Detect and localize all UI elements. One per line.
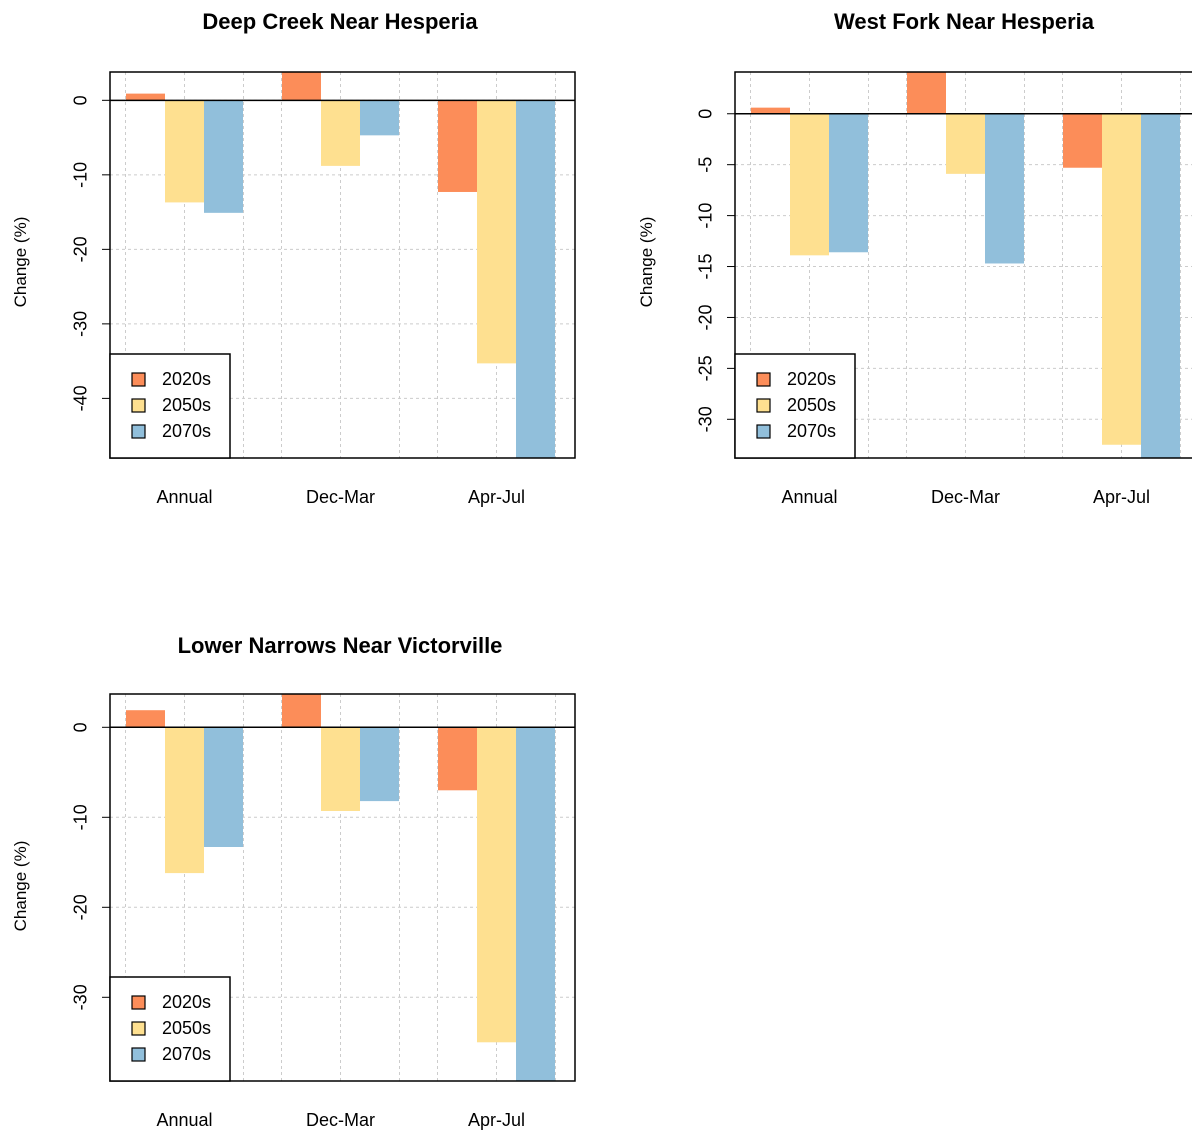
chart-title: Deep Creek Near Hesperia <box>202 9 478 34</box>
y-axis-label: Change (%) <box>637 217 656 308</box>
y-tick-label: 0 <box>696 109 716 119</box>
legend-label-2020s: 2020s <box>787 369 836 389</box>
y-tick-label: -10 <box>71 162 91 188</box>
plot-frame <box>734 71 1192 459</box>
legend-box <box>109 353 231 459</box>
y-tick-label: 0 <box>71 722 91 732</box>
bar-2020s-apr-jul <box>1063 113 1102 168</box>
bar-2020s-annual <box>751 107 790 114</box>
legend-swatch-2020s <box>131 372 146 387</box>
bar-2070s-apr-jul <box>516 100 555 459</box>
y-tick-label: -30 <box>71 984 91 1010</box>
y-tick-label: -10 <box>696 203 716 229</box>
bar-2070s-annual <box>204 100 243 213</box>
legend-swatch-2050s <box>131 398 146 413</box>
y-axis-label: Change (%) <box>11 841 30 932</box>
legend-swatch-2050s <box>756 398 771 413</box>
legend-swatch-2070s <box>131 1047 146 1062</box>
bar-2020s-dec-mar <box>282 72 321 101</box>
legend-label-2020s: 2020s <box>162 369 211 389</box>
legend-label-2050s: 2050s <box>787 395 836 415</box>
x-tick-label: Dec-Mar <box>931 487 1000 507</box>
x-tick-label: Apr-Jul <box>1093 487 1150 507</box>
bar-2050s-dec-mar <box>321 727 360 811</box>
legend-swatch-2070s <box>131 424 146 439</box>
bar-2070s-annual <box>204 727 243 847</box>
x-tick-label: Annual <box>156 1110 212 1130</box>
bar-2020s-apr-jul <box>438 100 477 192</box>
x-tick-label: Apr-Jul <box>468 1110 525 1130</box>
bar-2070s-annual <box>829 113 868 253</box>
y-tick-label: -20 <box>71 236 91 262</box>
legend-box <box>734 353 856 459</box>
legend-label-2050s: 2050s <box>162 1018 211 1038</box>
bar-2020s-dec-mar <box>282 694 321 728</box>
legend-label-2020s: 2020s <box>162 992 211 1012</box>
legend-swatch-2070s <box>756 424 771 439</box>
bar-2050s-annual <box>790 113 829 256</box>
legend-box <box>109 976 231 1082</box>
x-tick-label: Annual <box>781 487 837 507</box>
bar-2070s-apr-jul <box>516 727 555 1081</box>
y-tick-label: -15 <box>696 254 716 280</box>
bar-2050s-annual <box>165 100 204 203</box>
bar-2070s-dec-mar <box>360 100 399 136</box>
bar-2050s-apr-jul <box>477 727 516 1043</box>
bar-2050s-dec-mar <box>946 113 985 174</box>
legend-swatch-2020s <box>756 372 771 387</box>
legend-swatch-2050s <box>131 1021 146 1036</box>
plot-frame <box>109 693 576 1082</box>
legend-label-2070s: 2070s <box>787 421 836 441</box>
bar-2050s-annual <box>165 727 204 874</box>
y-tick-label: -30 <box>696 406 716 432</box>
legend-label-2050s: 2050s <box>162 395 211 415</box>
y-tick-label: -20 <box>696 304 716 330</box>
chart-title: West Fork Near Hesperia <box>834 9 1095 34</box>
y-tick-label: -5 <box>696 157 716 173</box>
bar-2050s-apr-jul <box>477 100 516 364</box>
x-tick-label: Dec-Mar <box>306 487 375 507</box>
bar-2020s-dec-mar <box>907 72 946 114</box>
bar-2020s-apr-jul <box>438 727 477 791</box>
bar-2070s-dec-mar <box>360 727 399 802</box>
bar-2050s-dec-mar <box>321 100 360 166</box>
bar-2070s-apr-jul <box>1141 113 1180 458</box>
y-axis-label: Change (%) <box>11 217 30 308</box>
legend-label-2070s: 2070s <box>162 421 211 441</box>
y-tick-label: -30 <box>71 311 91 337</box>
bar-2020s-annual <box>126 710 165 728</box>
x-tick-label: Annual <box>156 487 212 507</box>
legend-swatch-2020s <box>131 995 146 1010</box>
y-tick-label: -40 <box>71 385 91 411</box>
bar-2050s-apr-jul <box>1102 113 1141 445</box>
x-tick-label: Dec-Mar <box>306 1110 375 1130</box>
y-tick-label: -25 <box>696 355 716 381</box>
bar-2070s-dec-mar <box>985 113 1024 264</box>
y-tick-label: 0 <box>71 95 91 105</box>
x-tick-label: Apr-Jul <box>468 487 525 507</box>
legend-label-2070s: 2070s <box>162 1044 211 1064</box>
bar-2020s-annual <box>126 93 165 101</box>
y-tick-label: -10 <box>71 804 91 830</box>
chart-title: Lower Narrows Near Victorville <box>178 633 503 658</box>
plot-frame <box>109 71 576 459</box>
y-tick-label: -20 <box>71 894 91 920</box>
